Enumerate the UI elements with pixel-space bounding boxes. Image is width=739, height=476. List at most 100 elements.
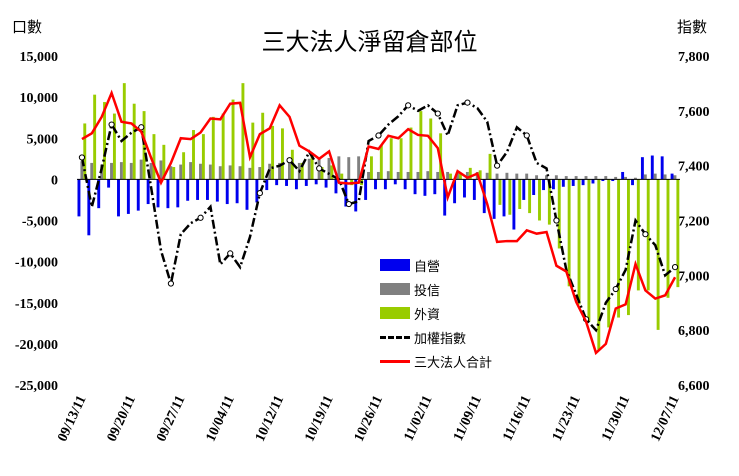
bar: [221, 113, 225, 180]
bar: [347, 157, 351, 180]
index-point: [553, 217, 560, 224]
bar: [515, 173, 519, 180]
bar: [235, 179, 239, 204]
bar: [604, 176, 608, 180]
bar: [129, 162, 133, 180]
bar: [406, 171, 410, 180]
bar: [275, 179, 279, 186]
bar: [443, 179, 447, 216]
bar: [449, 173, 452, 180]
bar: [413, 179, 417, 195]
bar: [502, 179, 506, 217]
legend-key-foreign: [380, 307, 410, 319]
bar: [199, 163, 202, 180]
bar: [354, 179, 358, 212]
bar: [93, 94, 97, 180]
index-point: [286, 157, 293, 164]
bar: [122, 83, 126, 180]
bar: [557, 179, 561, 249]
bar: [189, 162, 193, 180]
x-tick-label: 11/02/11: [402, 393, 436, 443]
bar: [488, 153, 492, 180]
bar: [478, 170, 482, 180]
bar: [653, 173, 657, 180]
bar: [340, 173, 344, 180]
legend-key-trust: [380, 283, 410, 295]
bar: [670, 173, 674, 180]
y2-tick-label: 7,000: [678, 269, 710, 284]
bar: [327, 157, 331, 180]
bar: [423, 179, 427, 196]
x-tick-label: 10/26/11: [352, 393, 386, 444]
bar: [330, 165, 334, 180]
bar: [344, 179, 348, 207]
index-point: [642, 231, 649, 238]
bar: [538, 179, 541, 221]
bar: [631, 179, 634, 186]
bar: [614, 176, 618, 180]
bar: [393, 179, 397, 185]
bar: [136, 179, 140, 211]
bar: [231, 99, 235, 180]
bar: [77, 179, 81, 217]
x-tick-label: 11/09/11: [451, 393, 485, 443]
bar: [643, 174, 647, 180]
bar: [564, 176, 568, 180]
y-tick-label: 10,000: [20, 91, 59, 106]
series-line-index: [80, 101, 676, 333]
legend-item-trust: 投信: [380, 277, 492, 301]
bar: [169, 166, 173, 180]
bar: [386, 171, 390, 180]
legend-label-index: 加權指數: [414, 331, 467, 347]
bar: [436, 171, 440, 180]
y2-tick-label: 6,800: [678, 324, 710, 339]
bar: [522, 179, 526, 200]
bar: [577, 179, 581, 305]
x-tick-label: 10/04/11: [204, 393, 238, 444]
bar: [666, 179, 670, 298]
bar: [633, 177, 637, 180]
bar: [294, 179, 298, 190]
bar: [304, 179, 308, 186]
index-point: [375, 132, 382, 139]
bar: [142, 111, 146, 180]
bar: [419, 111, 423, 180]
y2-tick-label: 7,800: [678, 50, 710, 65]
x-tick-label: 10/19/11: [302, 393, 336, 444]
index-point: [523, 132, 530, 139]
bar: [310, 154, 314, 180]
bar: [241, 83, 245, 180]
bar: [334, 179, 338, 194]
bar: [172, 167, 176, 180]
y-tick-label: 5,000: [27, 132, 59, 147]
legend: 自營 投信 外資 加權指數 三大法人合計: [380, 253, 492, 373]
bar: [495, 173, 499, 180]
bar: [103, 102, 106, 180]
index-point: [434, 110, 441, 117]
index-point: [197, 214, 204, 221]
bar: [525, 173, 529, 180]
bar: [660, 156, 664, 180]
bar: [208, 164, 212, 180]
bar: [179, 164, 183, 180]
bar: [617, 179, 621, 318]
x-tick-label: 09/27/11: [154, 393, 188, 444]
bar: [182, 152, 186, 180]
bar: [245, 179, 249, 210]
bar: [416, 171, 420, 180]
bar: [463, 179, 466, 198]
bar: [149, 162, 153, 180]
bar: [126, 179, 130, 214]
bar: [584, 176, 588, 180]
bar: [110, 162, 113, 180]
legend-item-index: 加權指數: [380, 325, 492, 349]
x-tick-label: 10/12/11: [253, 393, 287, 444]
index-point: [671, 264, 679, 271]
bar: [300, 162, 304, 180]
bar: [472, 179, 476, 200]
index-point: [612, 285, 619, 293]
y-tick-label: -25,000: [15, 379, 58, 394]
bar: [192, 130, 195, 180]
index-point: [108, 121, 115, 128]
bar: [640, 157, 644, 180]
